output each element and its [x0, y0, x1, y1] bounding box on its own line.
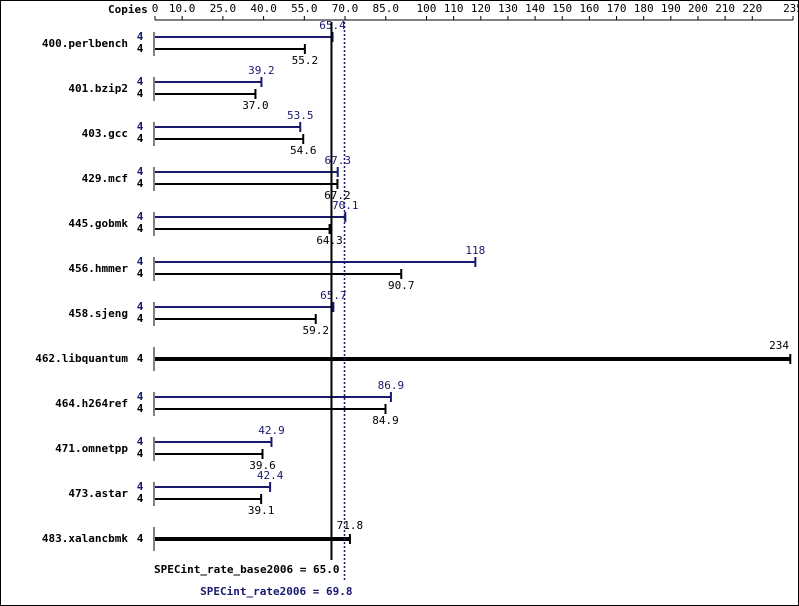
x-tick-label: 70.0 [332, 2, 359, 15]
value-label: 84.9 [372, 414, 399, 427]
value-label: 234 [769, 339, 789, 352]
value-label: 53.5 [287, 109, 314, 122]
x-tick-label: 235 [783, 2, 799, 15]
x-tick-label: 0 [152, 2, 159, 15]
value-label: 55.2 [292, 54, 319, 67]
value-label: 65.7 [320, 289, 347, 302]
value-label: 90.7 [388, 279, 415, 292]
value-label: 42.9 [258, 424, 285, 437]
benchmark-name: 483.xalancbmk [42, 532, 128, 545]
x-tick-label: 170 [607, 2, 627, 15]
value-label: 59.2 [302, 324, 329, 337]
copies-header: Copies [108, 3, 148, 16]
copies: 4 [137, 255, 144, 268]
benchmark-name: 403.gcc [82, 127, 128, 140]
value-label: 65.4 [319, 19, 346, 32]
x-tick-label: 200 [688, 2, 708, 15]
copies: 4 [137, 222, 144, 235]
benchmark-name: 456.hmmer [68, 262, 128, 275]
benchmark-name: 458.sjeng [68, 307, 128, 320]
copies: 4 [137, 30, 144, 43]
benchmark-name: 462.libquantum [35, 352, 128, 365]
reference-label: SPECint_rate2006 = 69.8 [200, 585, 352, 598]
copies: 4 [137, 480, 144, 493]
x-tick-label: 190 [661, 2, 681, 15]
x-tick-label: 110 [444, 2, 464, 15]
benchmark-name: 464.h264ref [55, 397, 128, 410]
copies: 4 [137, 132, 144, 145]
value-label: 70.1 [332, 199, 359, 212]
x-tick-label: 130 [498, 2, 518, 15]
copies: 4 [137, 42, 144, 55]
copies: 4 [137, 75, 144, 88]
x-tick-label: 220 [742, 2, 762, 15]
copies: 4 [137, 390, 144, 403]
copies: 4 [137, 267, 144, 280]
x-tick-label: 40.0 [250, 2, 277, 15]
x-tick-label: 100 [417, 2, 437, 15]
x-tick-label: 160 [579, 2, 599, 15]
copies: 4 [137, 210, 144, 223]
benchmark-name: 401.bzip2 [68, 82, 128, 95]
value-label: 39.1 [248, 504, 275, 517]
x-tick-label: 150 [552, 2, 572, 15]
benchmark-name: 473.astar [68, 487, 128, 500]
value-label: 37.0 [242, 99, 269, 112]
x-tick-label: 25.0 [210, 2, 237, 15]
value-label: 64.3 [316, 234, 343, 247]
value-label: 39.6 [249, 459, 276, 472]
copies: 4 [137, 300, 144, 313]
copies: 4 [137, 177, 144, 190]
benchmark-name: 445.gobmk [68, 217, 128, 230]
x-tick-label: 180 [634, 2, 654, 15]
x-tick-label: 85.0 [373, 2, 400, 15]
copies: 4 [137, 87, 144, 100]
copies: 4 [137, 312, 144, 325]
copies: 4 [137, 492, 144, 505]
x-tick-label: 120 [471, 2, 491, 15]
value-label: 42.4 [257, 469, 284, 482]
copies: 4 [137, 532, 144, 545]
value-label: 54.6 [290, 144, 317, 157]
reference-label: SPECint_rate_base2006 = 65.0 [154, 563, 339, 576]
copies: 4 [137, 165, 144, 178]
benchmark-name: 400.perlbench [42, 37, 128, 50]
copies: 4 [137, 447, 144, 460]
copies: 4 [137, 435, 144, 448]
benchmark-name: 429.mcf [82, 172, 128, 185]
copies: 4 [137, 402, 144, 415]
x-tick-label: 10.0 [169, 2, 196, 15]
value-label: 67.3 [324, 154, 351, 167]
x-tick-label: 210 [715, 2, 735, 15]
x-tick-label: 140 [525, 2, 545, 15]
x-tick-label: 55.0 [291, 2, 318, 15]
benchmark-name: 471.omnetpp [55, 442, 128, 455]
value-label: 71.8 [337, 519, 364, 532]
value-label: 86.9 [378, 379, 405, 392]
value-label: 39.2 [248, 64, 275, 77]
value-label: 118 [465, 244, 485, 257]
copies: 4 [137, 352, 144, 365]
copies: 4 [137, 120, 144, 133]
